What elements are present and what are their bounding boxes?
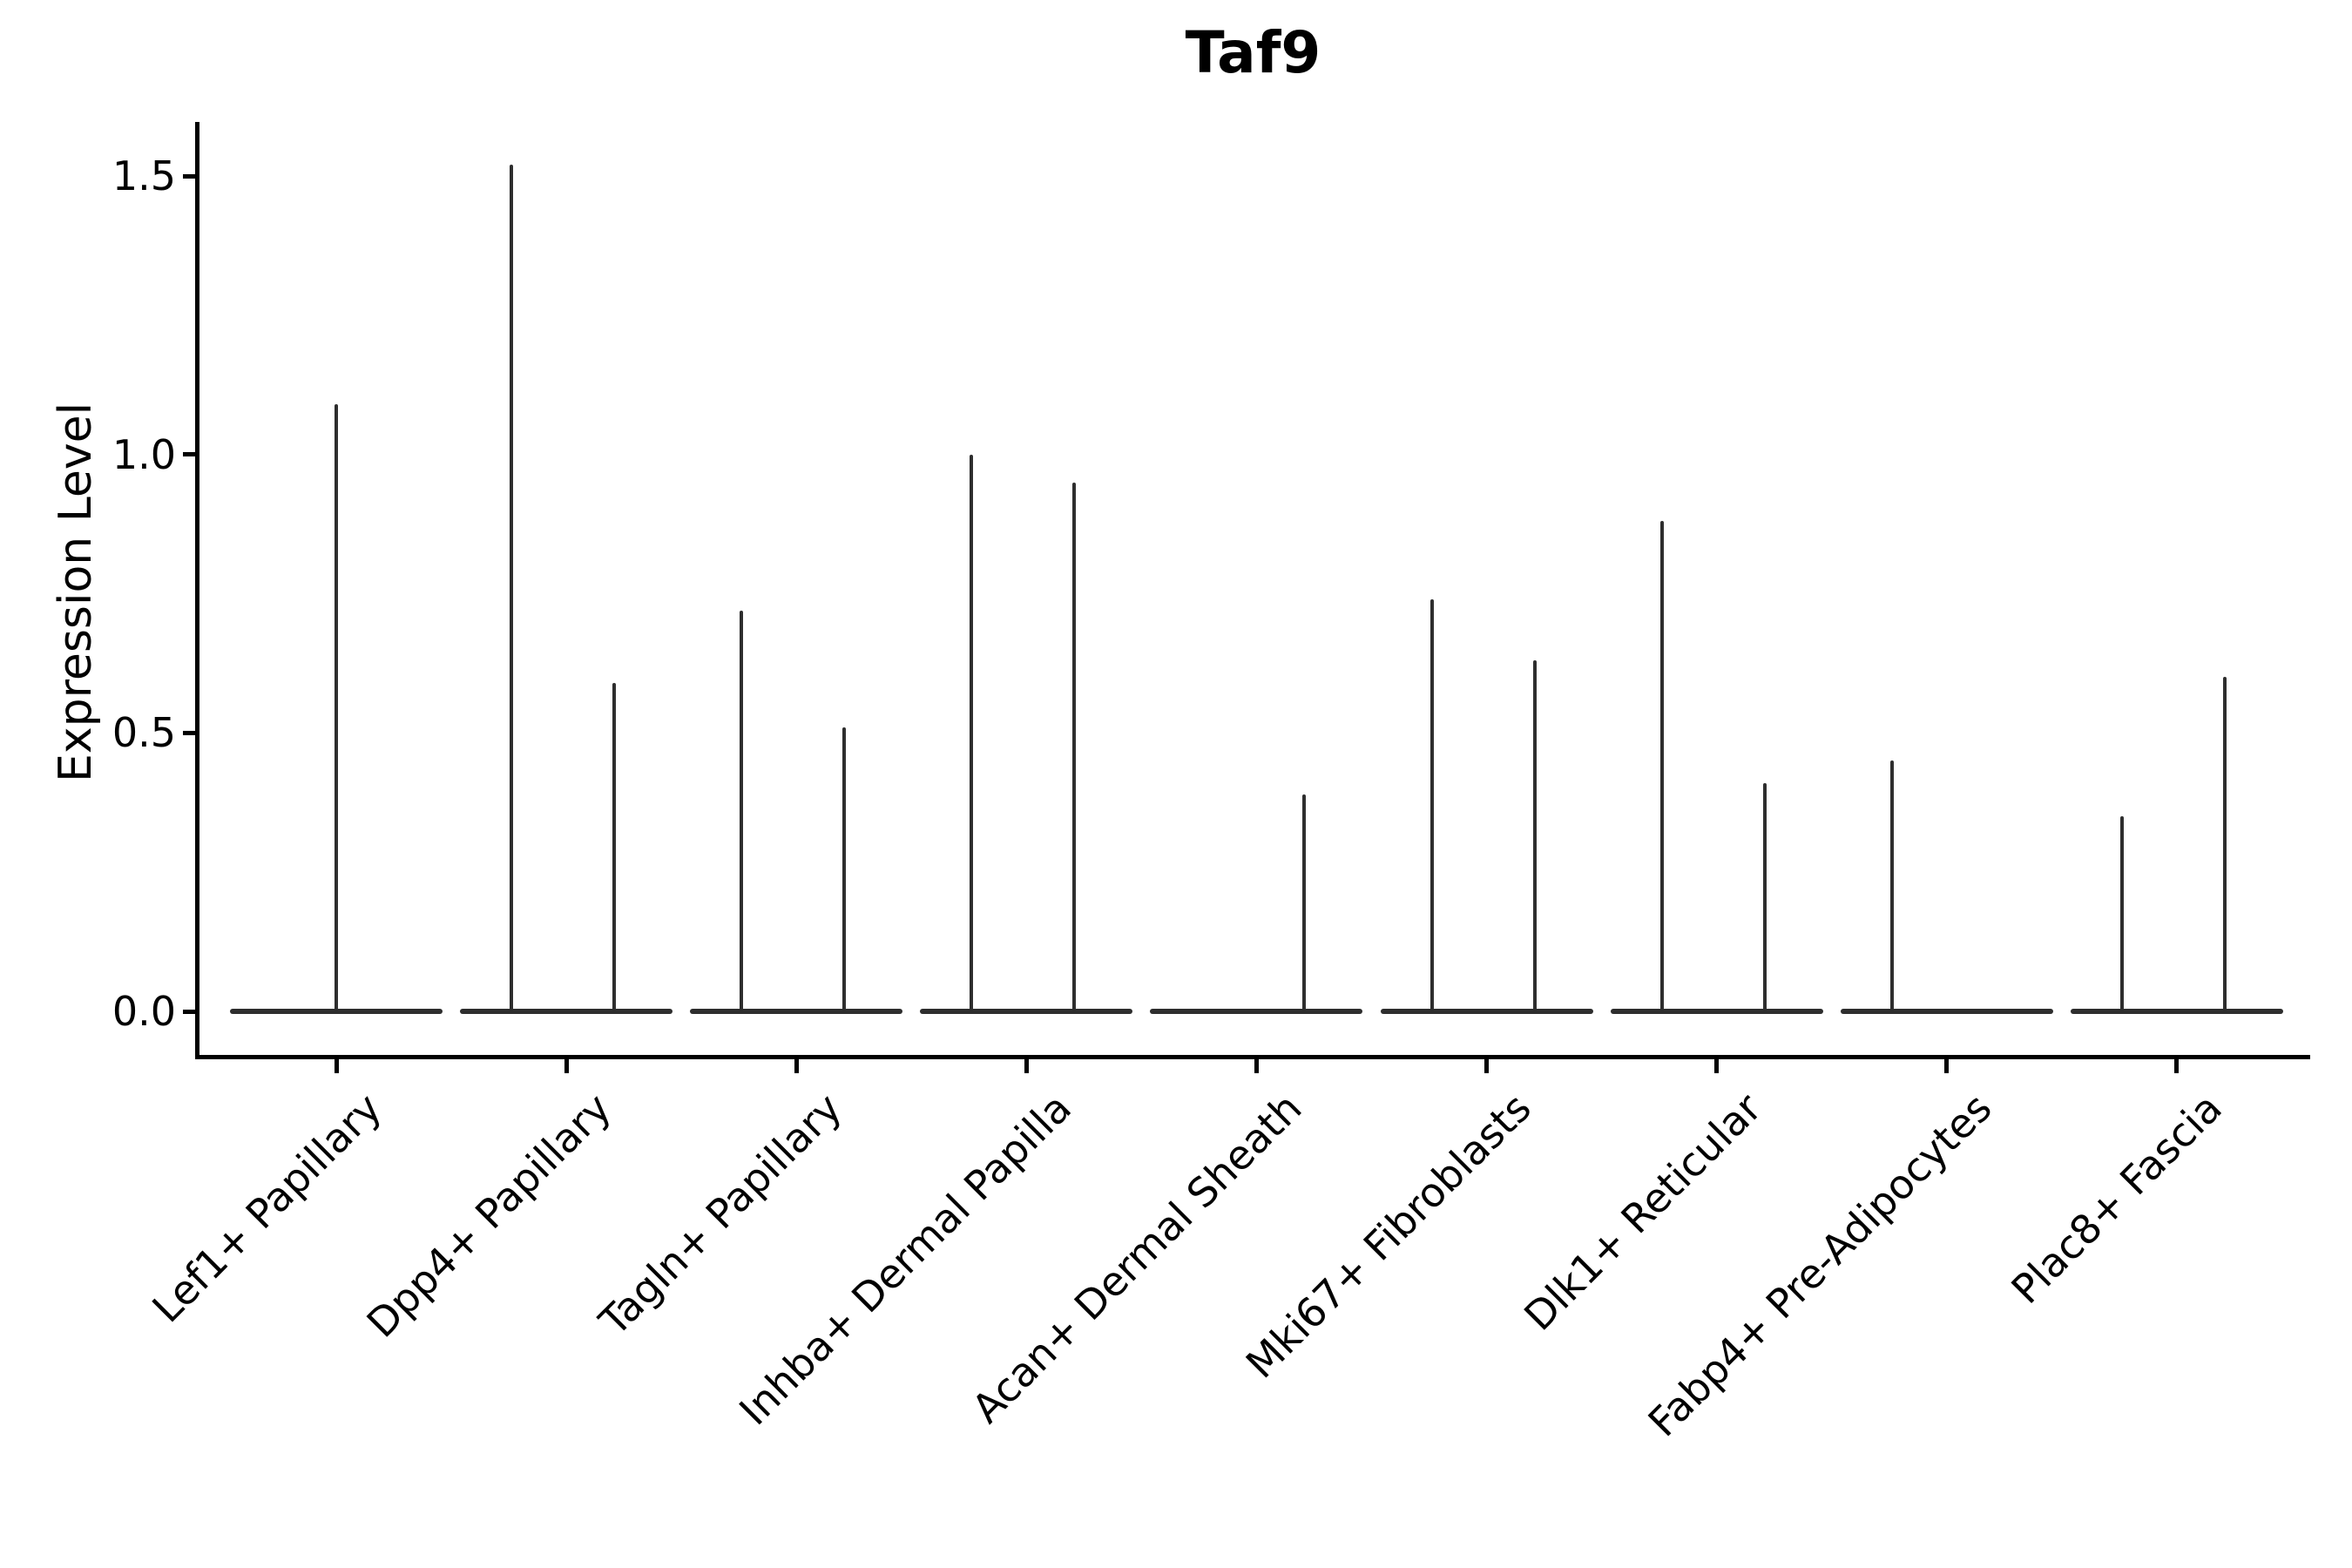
violin-baseline — [1150, 1009, 1363, 1014]
violin-spike — [510, 165, 514, 1013]
x-tick-mark — [1024, 1058, 1029, 1073]
violin-spike — [612, 682, 617, 1013]
violin-spike — [1302, 794, 1307, 1013]
x-tick-mark — [1484, 1058, 1489, 1073]
violin-baseline — [920, 1009, 1133, 1014]
x-tick-mark — [1714, 1058, 1720, 1073]
x-tick-label: Dlk1+ Reticular — [1515, 1084, 1771, 1340]
violin-spike — [740, 610, 744, 1013]
violin-spike — [1072, 482, 1077, 1013]
x-axis-spine — [195, 1055, 2310, 1059]
y-tick-mark — [183, 730, 197, 735]
violin-baseline — [690, 1009, 903, 1014]
x-tick-label: Plac8+ Fascia — [2002, 1084, 2231, 1313]
y-axis-label: Expression Level — [50, 402, 102, 783]
violin-baseline — [1840, 1009, 2053, 1014]
violin-baseline — [460, 1009, 673, 1014]
x-tick-mark — [1254, 1058, 1259, 1073]
violin-spike — [1659, 521, 1664, 1013]
violin-spike — [1762, 782, 1767, 1013]
y-tick-label: 0.5 — [112, 709, 176, 757]
violin-baseline — [1380, 1009, 1593, 1014]
y-tick-label: 1.5 — [112, 152, 176, 200]
x-tick-mark — [1944, 1058, 1950, 1073]
violin-spike — [842, 727, 847, 1013]
y-tick-label: 1.0 — [112, 430, 176, 478]
y-tick-mark — [183, 452, 197, 457]
violin-spike — [1889, 760, 1894, 1013]
x-tick-mark — [334, 1058, 339, 1073]
y-tick-mark — [183, 1009, 197, 1014]
x-tick-mark — [2174, 1058, 2180, 1073]
plot-title: Taf9 — [1185, 19, 1321, 86]
x-tick-mark — [794, 1058, 799, 1073]
violin-baseline — [2070, 1009, 2283, 1014]
violin-baseline — [1610, 1009, 1823, 1014]
y-tick-label: 0.0 — [112, 988, 176, 1035]
violin-spike — [1429, 598, 1434, 1013]
violin-spike — [335, 404, 338, 1013]
x-tick-label: Dpp4+ Papillary — [357, 1084, 620, 1347]
y-axis-spine — [195, 122, 199, 1058]
violin-spike — [970, 454, 974, 1013]
y-tick-mark — [183, 173, 197, 179]
violin-spike — [2119, 816, 2124, 1013]
x-tick-mark — [564, 1058, 569, 1073]
violin-spike — [1532, 660, 1537, 1013]
x-tick-label: Lef1+ Papillary — [142, 1084, 390, 1332]
violin-spike — [2222, 677, 2227, 1013]
x-tick-label: Tagln+ Papillary — [590, 1084, 850, 1345]
